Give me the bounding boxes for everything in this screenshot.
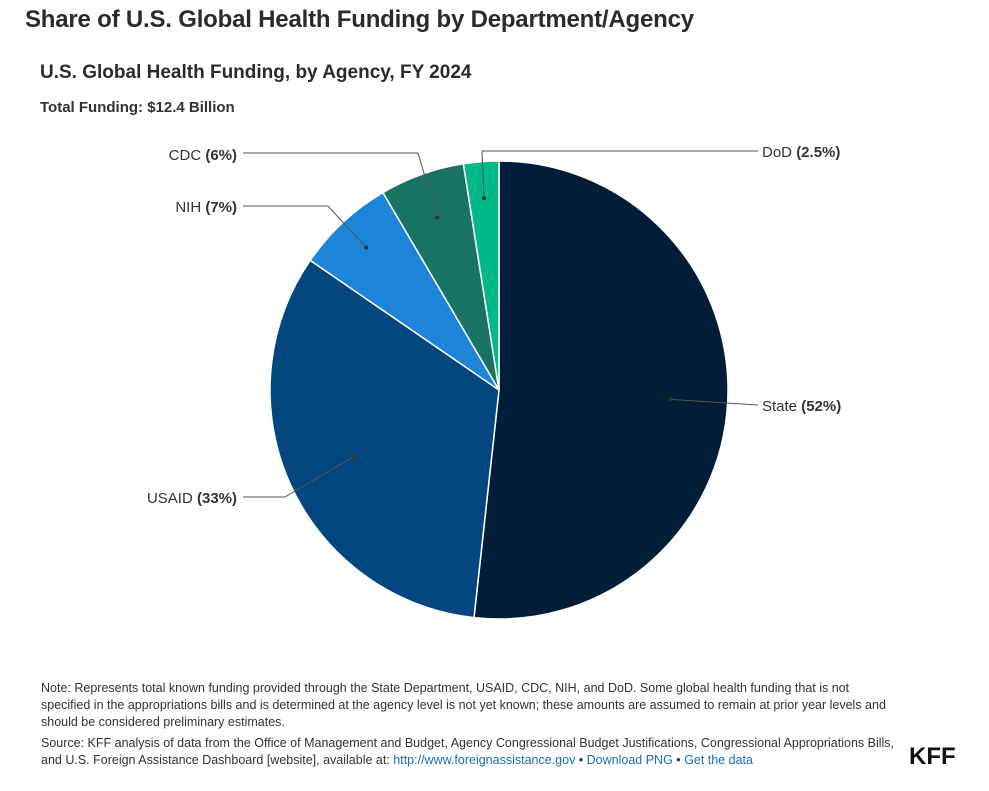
pie-label-name: CDC	[169, 147, 206, 164]
pie-label-percent: (7%)	[205, 199, 237, 216]
leader-dot-state	[668, 397, 673, 402]
page-heading: Share of U.S. Global Health Funding by D…	[25, 6, 694, 33]
pie-slice-usaid[interactable]	[269, 259, 500, 619]
foreign-assistance-link[interactable]: http://www.foreignassistance.gov	[393, 753, 576, 767]
leader-dot-nih	[364, 245, 369, 250]
download-png-link[interactable]: Download PNG	[586, 753, 673, 767]
separator: •	[672, 753, 685, 767]
pie-slice-state[interactable]	[473, 160, 729, 620]
pie-label-state: State (52%)	[762, 398, 841, 415]
pie-label-name: NIH	[175, 199, 205, 216]
pie-leader-lines	[243, 150, 759, 498]
pie-slices	[269, 160, 729, 620]
leader-dot-usaid	[351, 454, 356, 459]
chart-subtitle: Total Funding: $12.4 Billion	[40, 99, 235, 116]
pie-label-percent: (33%)	[197, 490, 237, 507]
pie-label-name: USAID	[147, 490, 197, 507]
pie-slice-dod[interactable]	[462, 160, 500, 391]
chart-title: U.S. Global Health Funding, by Agency, F…	[40, 62, 472, 83]
pie-label-cdc: CDC (6%)	[169, 147, 237, 164]
leader-dot-dod	[481, 196, 486, 201]
leader-line-state	[670, 398, 759, 406]
pie-label-dod: DoD (2.5%)	[762, 144, 840, 161]
pie-label-usaid: USAID (33%)	[147, 490, 237, 507]
kff-logo: KFF	[909, 743, 956, 770]
leader-dot-cdc	[435, 215, 440, 220]
pie-label-name: DoD	[762, 144, 796, 161]
pie-label-percent: (52%)	[801, 398, 841, 415]
source-text: Source: KFF analysis of data from the Of…	[41, 736, 895, 767]
chart-note: Note: Represents total known funding pro…	[41, 681, 886, 729]
leader-line-nih	[243, 205, 367, 248]
chart-source: Source: KFF analysis of data from the Of…	[41, 735, 901, 769]
pie-label-nih: NIH (7%)	[175, 199, 237, 216]
leader-line-usaid	[243, 456, 354, 498]
pie-label-name: State	[762, 398, 801, 415]
pie-chart: State (52%) USAID (33%) NIH (7%) CDC (6%) Do…	[147, 144, 841, 620]
leader-line-cdc	[243, 152, 438, 218]
get-the-data-link[interactable]: Get the data	[684, 753, 753, 767]
pie-label-percent: (2.5%)	[796, 144, 840, 161]
pie-label-percent: (6%)	[205, 147, 237, 164]
pie-labels: State (52%) USAID (33%) NIH (7%) CDC (6%) Do…	[147, 144, 841, 507]
leader-line-dod	[481, 150, 758, 199]
separator: •	[575, 753, 587, 767]
